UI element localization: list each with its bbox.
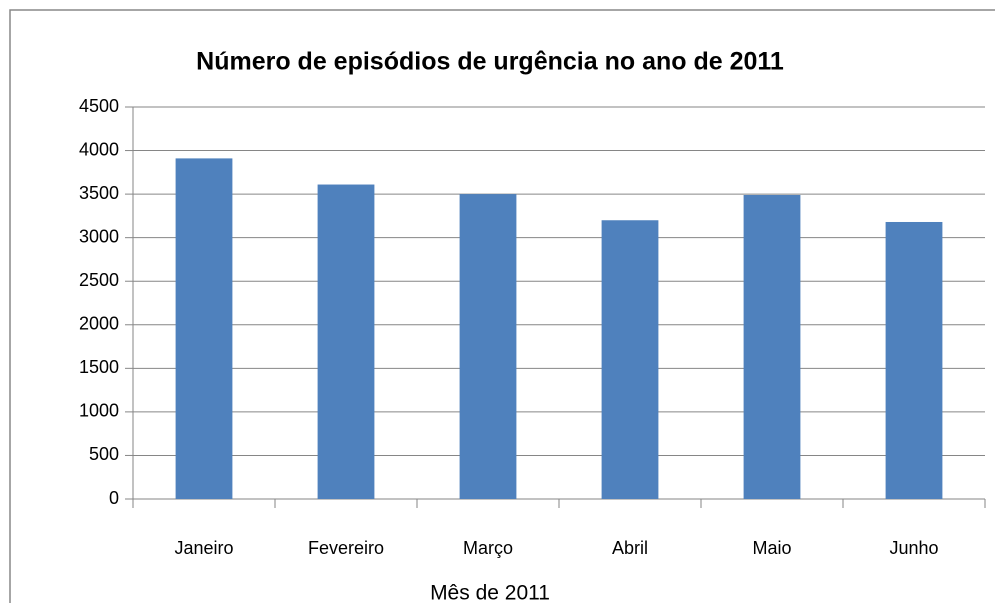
y-tick-label: 1500	[79, 357, 119, 377]
bar	[175, 158, 233, 499]
y-tick-label: 500	[89, 444, 119, 464]
x-tick-label: Maio	[752, 538, 791, 558]
bar	[743, 194, 801, 499]
x-axis-label: Mês de 2011	[430, 582, 550, 603]
y-tick-label: 1000	[79, 401, 119, 421]
x-tick-label: Março	[463, 538, 513, 558]
y-tick-label: 2500	[79, 270, 119, 290]
y-tick-label: 4500	[79, 96, 119, 116]
x-tick-label: Janeiro	[174, 538, 233, 558]
y-tick-label: 3500	[79, 183, 119, 203]
y-tick-label: 0	[109, 488, 119, 508]
x-tick-label: Fevereiro	[308, 538, 384, 558]
y-tick-label: 3000	[79, 226, 119, 246]
y-tick-label: 2000	[79, 314, 119, 334]
bar	[459, 194, 517, 499]
bar	[317, 184, 375, 500]
y-tick-label: 4000	[79, 139, 119, 159]
chart-title: Número de episódios de urgência no ano d…	[196, 48, 784, 76]
x-tick-label: Abril	[612, 538, 648, 558]
bar	[885, 221, 943, 499]
x-tick-label: Junho	[889, 538, 938, 558]
bar	[601, 220, 659, 499]
